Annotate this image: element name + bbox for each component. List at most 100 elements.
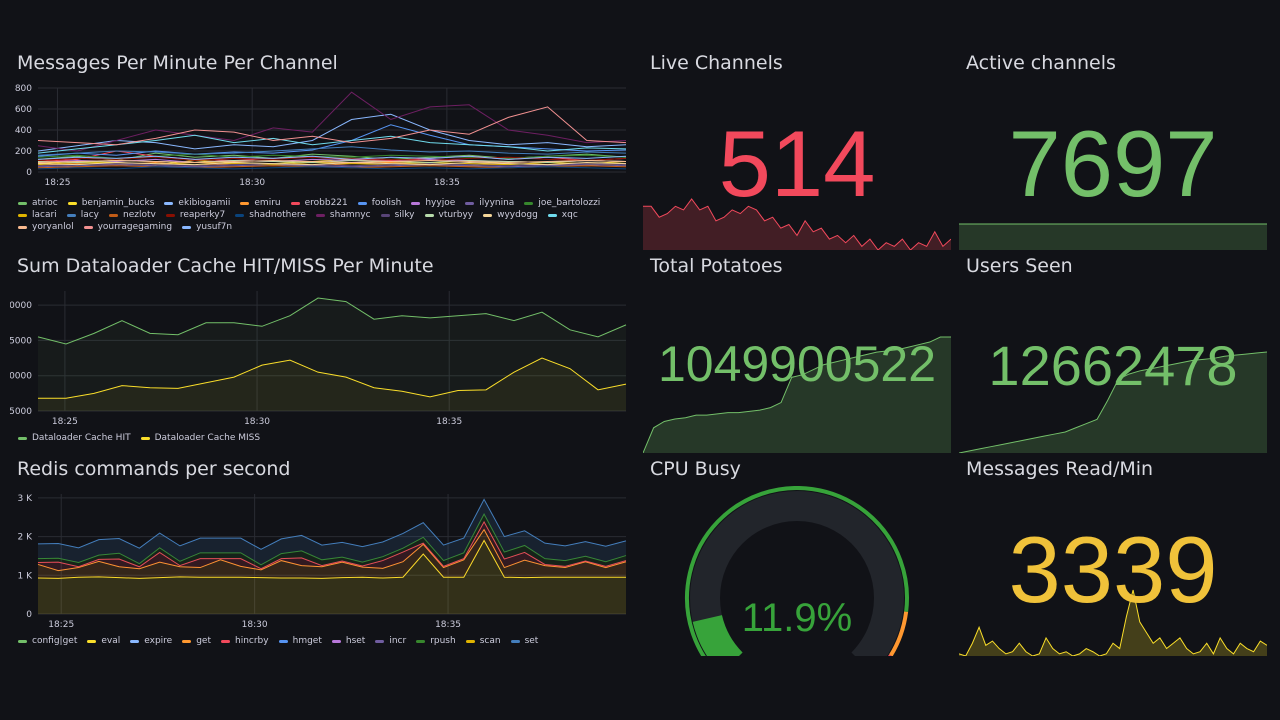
legend-label: vturbyy (438, 210, 474, 220)
x-tick-label: 18:25 (48, 620, 74, 630)
sparkline-area (643, 199, 951, 250)
legend-item[interactable]: hincrby (221, 636, 269, 646)
legend-item[interactable]: benjamin_bucks (67, 198, 154, 208)
legend-swatch (424, 213, 434, 217)
legend-label: atrioc (32, 198, 58, 208)
sparkline-line (643, 198, 951, 250)
y-tick-label: 800 (15, 84, 32, 94)
legend-swatch (66, 213, 76, 217)
threshold-red (888, 654, 892, 656)
panel-title: Messages Read/Min (966, 458, 1154, 480)
legend-item[interactable]: erobb221 (290, 198, 348, 208)
series-line (37, 528, 627, 572)
legend-item[interactable]: rpush (416, 636, 456, 646)
legend-swatch (416, 639, 426, 643)
legend-item[interactable]: hmget (278, 636, 322, 646)
legend-label: yoryanlol (32, 222, 74, 232)
legend-item[interactable]: atrioc (18, 198, 58, 208)
legend-swatch (83, 225, 93, 229)
legend-item[interactable]: wyydogg (483, 210, 538, 220)
series-line (37, 297, 627, 345)
legend-label: foolish (371, 198, 402, 208)
dataloader-chart: 5000 10000 15000 20000 18:25 18:30 18:35 (10, 291, 627, 427)
legend-label: Dataloader Cache MISS (154, 433, 261, 443)
y-tick-label: 200 (15, 147, 32, 157)
x-tick-label: 18:25 (52, 417, 78, 427)
legend-item[interactable]: foolish (357, 198, 402, 208)
legend-item[interactable]: scan (465, 636, 501, 646)
panel-title: Redis commands per second (17, 458, 291, 480)
y-tick-label: 2 K (18, 533, 34, 543)
legend-item[interactable]: shamnyc (315, 210, 371, 220)
stat-value: 514 (718, 111, 876, 216)
x-tick-label: 18:25 (45, 178, 71, 188)
legend-item[interactable]: config|get (18, 636, 77, 646)
legend-swatch (357, 201, 367, 205)
legend-item[interactable]: eval (87, 636, 120, 646)
live-channels-panel: Live Channels 514 (643, 50, 951, 250)
legend-swatch (18, 436, 27, 440)
legend-swatch (380, 213, 390, 217)
series-line (38, 357, 627, 399)
sparkline-line (959, 351, 1267, 453)
series-line (37, 163, 627, 167)
legend-item[interactable]: shadnothere (235, 210, 306, 220)
series-area (38, 298, 626, 411)
legend-item[interactable]: yourragegaming (83, 222, 172, 232)
y-tick-label: 15000 (10, 336, 32, 346)
legend-swatch (18, 639, 27, 643)
legend-item[interactable]: hyyjoe (411, 198, 455, 208)
legend-label: eval (101, 636, 121, 646)
legend-item[interactable]: nezlotv (108, 210, 156, 220)
series-line (37, 106, 627, 146)
legend-label: config|get (32, 636, 78, 646)
series-line (37, 520, 627, 570)
legend-swatch (130, 639, 140, 643)
sparkline-line (643, 336, 951, 453)
series-area (38, 540, 626, 614)
legend-label: silky (394, 210, 415, 220)
y-tick-label: 0 (26, 610, 32, 620)
legend-item[interactable]: yusuf7n (182, 222, 232, 232)
legend-item[interactable]: emiru (240, 198, 281, 208)
legend-label: get (196, 636, 211, 646)
legend-label: joe_bartolozzi (538, 198, 601, 208)
legend-item[interactable]: joe_bartolozzi (524, 198, 600, 208)
legend-item[interactable]: lacari (18, 210, 57, 220)
legend-label: lacari (32, 210, 57, 220)
legend-label: yusuf7n (196, 222, 233, 232)
users-seen-panel: Users Seen 12662478 (959, 253, 1267, 453)
legend-item[interactable]: vturbyy (424, 210, 474, 220)
legend-item[interactable]: set (510, 636, 538, 646)
series-line (37, 134, 627, 154)
dataloader-panel: Sum Dataloader Cache HIT/MISS Per Minute… (10, 253, 630, 453)
legend-item[interactable]: get (182, 636, 211, 646)
y-tick-label: 0 (26, 168, 32, 178)
legend-item[interactable]: yoryanlol (18, 222, 74, 232)
legend-swatch (465, 201, 475, 205)
threshold-orange (889, 611, 909, 656)
panel-title: Users Seen (966, 255, 1073, 277)
legend-swatch (18, 201, 27, 205)
legend-label: ekibiogamii (178, 198, 231, 208)
legend-item[interactable]: xqc (547, 210, 578, 220)
total-potatoes-panel: Total Potatoes 1049900522 (643, 253, 951, 453)
legend-item[interactable]: incr (375, 636, 406, 646)
legend-label: shamnyc (329, 210, 371, 220)
legend-item[interactable]: ilyynina (465, 198, 514, 208)
legend-swatch (165, 213, 175, 217)
legend: config|get eval expire get hincrby hmget hset i… (18, 636, 618, 646)
legend-item[interactable]: Dataloader Cache HIT (18, 433, 131, 443)
legend-item[interactable]: silky (380, 210, 415, 220)
legend-item[interactable]: Dataloader Cache MISS (140, 433, 261, 443)
legend-item[interactable]: hset (331, 636, 365, 646)
series-line (37, 155, 627, 160)
sparkline-area (959, 352, 1267, 453)
legend-label: hincrby (235, 636, 269, 646)
series-area (38, 514, 626, 569)
legend-item[interactable]: ekibiogamii (164, 198, 230, 208)
legend-item[interactable]: expire (130, 636, 172, 646)
legend-item[interactable]: lacy (66, 210, 99, 220)
redis-panel: Redis commands per second 0 1 K 2 K 3 K 18:2… (10, 456, 630, 656)
legend-item[interactable]: reaperky7 (165, 210, 225, 220)
